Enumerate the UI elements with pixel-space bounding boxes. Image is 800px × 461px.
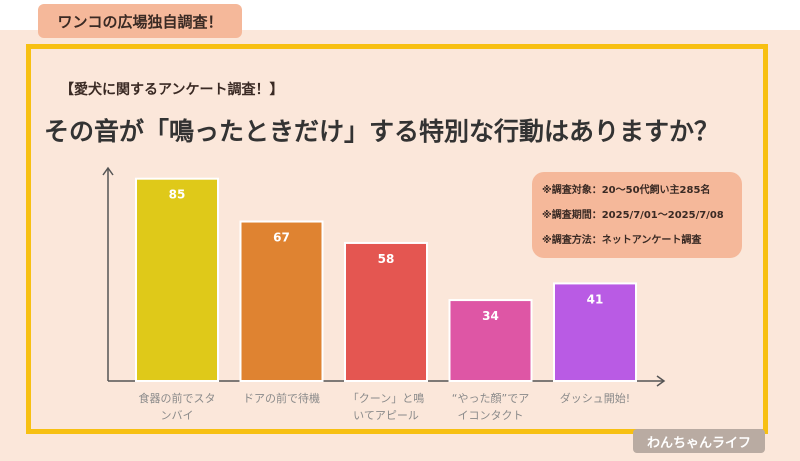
brand-logo: わんちゃんライフ bbox=[633, 429, 765, 453]
category-label-5-line-1: ダッシュ開始! bbox=[560, 391, 630, 405]
chart-bars bbox=[135, 177, 637, 383]
bar-4 bbox=[448, 299, 533, 382]
category-label-4-line-1: “やった顔”でア bbox=[452, 391, 529, 405]
bar-5 bbox=[553, 282, 637, 383]
bar-value-label-5: 41 bbox=[587, 292, 604, 306]
category-label-3-line-1: 「クーン」と鳴 bbox=[348, 391, 424, 405]
bar-value-label-1: 85 bbox=[169, 188, 186, 202]
chart-title: その音が「鳴ったときだけ」する特別な行動はありますか？ bbox=[44, 117, 720, 146]
bar-1 bbox=[135, 177, 219, 382]
bar-2 bbox=[239, 220, 324, 382]
survey-subtitle: 【愛犬に関するアンケート調査！】 bbox=[60, 82, 284, 98]
survey-info-box: ※調査対象：20〜50代飼い主285名 ※調査期間：2025/7/01〜2025… bbox=[532, 172, 742, 258]
info-target: ※調査対象：20〜50代飼い主285名 bbox=[542, 185, 711, 196]
y-axis-arrow bbox=[102, 166, 114, 176]
category-label-1-line-1: 食器の前でスタ bbox=[139, 391, 216, 405]
bar-value-label-3: 58 bbox=[378, 252, 395, 266]
category-label-1-line-2: ンバイ bbox=[161, 409, 194, 422]
category-label-4-line-2: イコンタクト bbox=[458, 409, 524, 422]
info-method: ※調査方法：ネットアンケート調査 bbox=[542, 235, 702, 246]
category-label-3-line-2: いてアピール bbox=[353, 409, 419, 422]
header-badge: ワンコの広場独自調査！ bbox=[38, 4, 242, 38]
bar-3 bbox=[344, 241, 428, 382]
bar-value-label-2: 67 bbox=[273, 231, 290, 245]
x-axis-arrow bbox=[656, 375, 666, 387]
category-label-2-line-1: ドアの前で待機 bbox=[243, 391, 320, 405]
bar-value-label-4: 34 bbox=[482, 309, 499, 323]
info-period: ※調査期間：2025/7/01〜2025/7/08 bbox=[542, 210, 724, 221]
